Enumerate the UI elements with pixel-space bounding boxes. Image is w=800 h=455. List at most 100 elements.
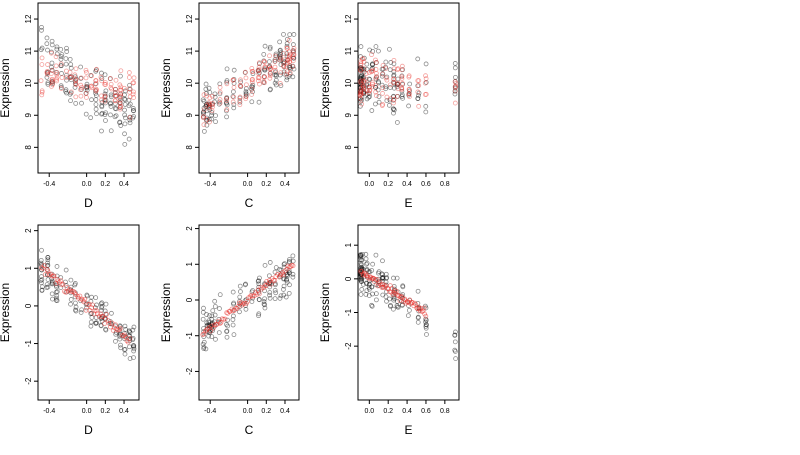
data-point [113,338,118,344]
data-point [44,75,50,80]
data-point [231,102,237,107]
data-point [361,66,367,72]
data-point [379,271,385,277]
data-point [54,71,60,77]
data-point [415,83,421,89]
data-point [391,69,397,74]
data-point [361,89,367,94]
data-point [256,99,262,105]
data-point [231,80,237,86]
data-point [58,63,64,69]
data-point [267,87,273,93]
data-point [358,91,364,97]
data-point [230,89,236,95]
data-point [373,297,379,303]
data-point [117,100,123,106]
data-point [452,61,458,66]
data-point [452,339,458,345]
data-point [424,322,430,328]
data-point [272,80,278,86]
data-point [358,279,364,284]
data-point [39,88,45,94]
data-point [415,288,421,294]
data-point [423,313,429,319]
data-point [387,296,392,302]
data-point [360,56,366,62]
data-point [98,307,104,313]
data-point [93,320,99,326]
data-point [131,75,137,81]
y-tick-label: 8 [344,145,353,150]
data-point [291,52,297,58]
data-point [103,82,108,87]
x-tick-label: 0.8 [440,181,450,188]
data-point [358,90,364,96]
data-point [422,80,428,86]
plot-frame [198,224,300,401]
data-point [224,322,229,327]
data-point [54,78,60,84]
data-point [366,84,372,90]
plot-frame [198,2,300,174]
data-point [376,269,382,275]
data-point [256,68,261,74]
data-point [39,277,45,282]
data-point [361,69,367,75]
data-point [261,299,267,304]
data-point [284,77,290,83]
data-point [366,293,372,299]
data-point [361,86,367,92]
data-point [386,102,392,108]
data-point [93,88,99,94]
data-point [284,51,290,56]
data-point [267,295,273,301]
data-point [93,97,99,103]
data-point [380,66,386,72]
data-point [272,287,278,293]
data-point [243,82,249,88]
data-point [452,84,458,90]
data-point [369,66,375,72]
data-point [383,75,389,81]
plot-frame [37,2,140,174]
data-point [284,71,290,77]
data-point [278,55,284,61]
data-point [257,70,262,76]
data-point [99,78,105,84]
data-point [217,100,223,106]
data-point [267,292,272,298]
data-point [112,101,118,106]
data-point [382,282,388,288]
data-point [399,73,405,79]
x-tick-label: 0.4 [402,181,412,188]
data-point [117,326,123,331]
data-point [113,98,118,104]
data-point [121,85,127,91]
data-point [217,91,223,97]
x-tick-label: 0.0 [82,181,92,188]
data-point [363,71,369,76]
data-point [383,271,389,277]
data-point [112,98,118,103]
data-point [63,56,69,61]
data-point [290,54,296,59]
data-point [391,110,396,116]
data-point [395,292,401,298]
data-point [395,67,400,73]
data-point [200,316,206,322]
data-point [64,77,70,83]
data-point [230,313,236,319]
data-point [127,94,133,100]
y-tick-label: -1 [24,339,33,347]
x-axis-label: E [404,423,412,437]
data-point [49,49,54,55]
data-point [211,325,216,331]
data-point [93,106,99,112]
data-point [242,282,248,288]
data-point [261,67,267,73]
data-point [102,80,108,85]
data-point [224,98,229,103]
data-point [103,110,109,116]
data-point [400,95,406,101]
data-point [50,296,55,302]
